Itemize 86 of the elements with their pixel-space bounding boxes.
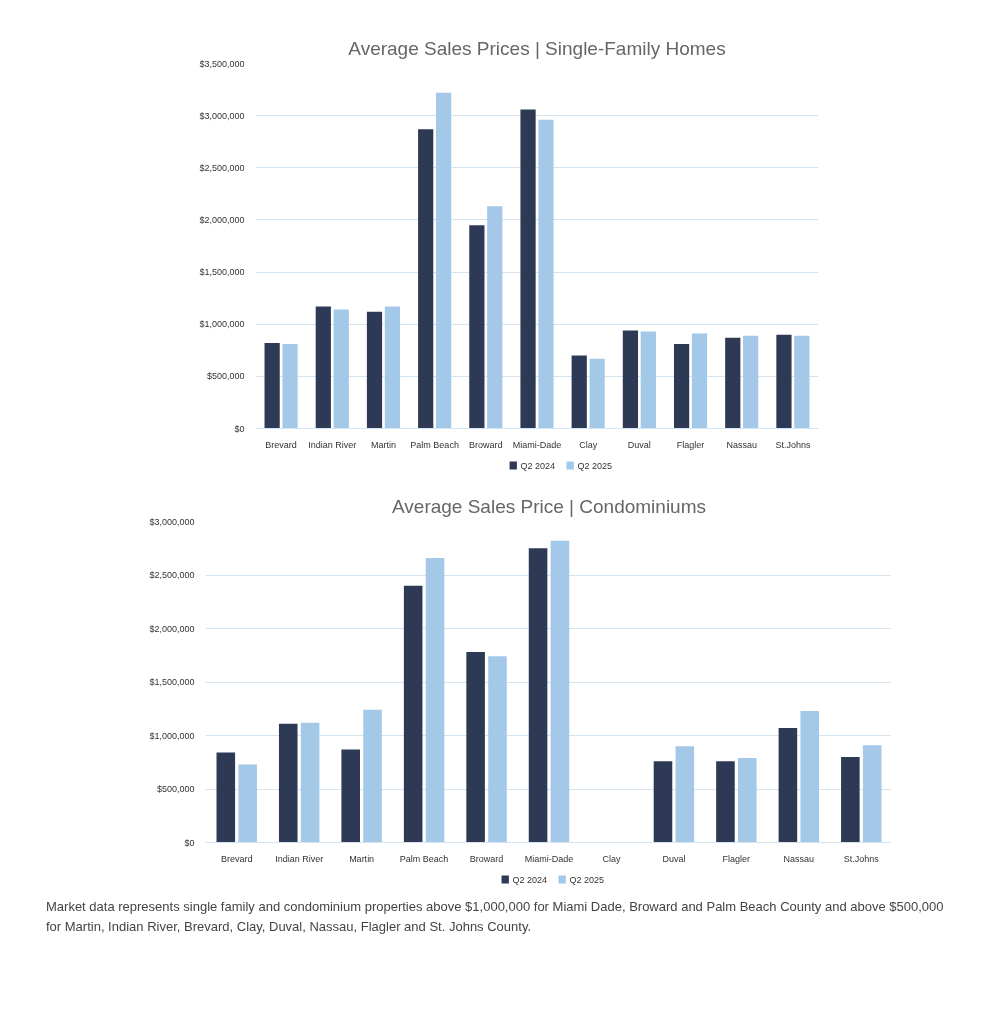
bar <box>571 355 587 429</box>
x-tick-label: Flagler <box>722 853 751 864</box>
x-tick-label: Brevard <box>265 439 297 450</box>
bar <box>716 761 735 843</box>
bar <box>528 548 548 843</box>
bar <box>538 119 554 429</box>
x-tick-label: Duval <box>662 853 686 864</box>
y-tick-label: $3,000,000 <box>199 110 245 121</box>
x-tick-label: Clay <box>602 853 621 864</box>
bar <box>435 92 452 429</box>
x-tick-label: Clay <box>579 439 598 450</box>
bar <box>466 652 485 843</box>
x-tick-label: Brevard <box>220 853 253 864</box>
x-tick-label: Indian River <box>308 439 357 450</box>
bar <box>725 337 741 429</box>
bar <box>425 557 445 843</box>
y-tick-label: $3,500,000 <box>199 58 245 69</box>
x-tick-label: Duval <box>627 439 651 450</box>
bar <box>333 309 349 429</box>
bar <box>738 757 757 843</box>
y-tick-label: $2,500,000 <box>149 570 195 580</box>
y-tick-label: $500,000 <box>206 371 245 382</box>
x-tick-label: St.Johns <box>775 439 811 450</box>
bar <box>622 330 639 429</box>
bar <box>315 306 331 429</box>
y-tick-label: $1,000,000 <box>199 319 245 330</box>
bar <box>794 335 810 429</box>
x-tick-label: Martin <box>349 853 375 864</box>
y-tick-label: $3,000,000 <box>149 516 195 527</box>
bar <box>282 344 298 429</box>
bar <box>469 225 485 429</box>
legend-label: Q2 2025 <box>569 874 605 885</box>
y-tick-label: $2,500,000 <box>199 162 245 173</box>
bar <box>300 722 320 843</box>
bar <box>488 656 507 843</box>
x-tick-label: Palm Beach <box>399 853 449 864</box>
bar <box>862 745 882 843</box>
x-tick-label: Martin <box>370 439 396 450</box>
y-tick-label: $500,000 <box>156 784 195 794</box>
x-tick-label: Broward <box>469 439 503 450</box>
bar <box>366 311 383 429</box>
bar <box>341 749 360 843</box>
bar <box>520 109 536 429</box>
bar <box>776 334 792 429</box>
bar <box>640 331 656 429</box>
legend-label: Q2 2024 <box>520 460 556 471</box>
bar <box>216 752 236 843</box>
y-tick-label: $2,000,000 <box>199 214 245 225</box>
x-tick-label: Miami-Dade <box>524 853 574 864</box>
y-tick-label: $1,500,000 <box>199 267 245 278</box>
x-tick-label: Nassau <box>726 439 757 450</box>
bar <box>841 756 860 843</box>
bar <box>487 206 503 429</box>
bar <box>691 333 708 429</box>
x-tick-label: St.Johns <box>843 853 880 864</box>
bar <box>675 746 695 843</box>
bar <box>673 344 690 429</box>
bar <box>550 540 570 843</box>
text: Market data represents single family and condominium properties above $1,000,000 for Miami Dade, Broward and Palm Beach County and above $500,000 for Martin, Indian River, Brevard, Clay, Duval, Nassau, Flagler and St. Johns County. <box>46 898 945 936</box>
x-tick-label: Miami-Dade <box>512 439 562 450</box>
bar <box>264 342 280 429</box>
y-tick-label: $1,000,000 <box>149 730 195 741</box>
y-tick-label: $1,500,000 <box>149 677 195 687</box>
y-tick-label: $2,000,000 <box>149 623 195 634</box>
x-tick-label: Indian River <box>275 853 324 864</box>
bar <box>363 709 382 843</box>
y-tick-label: $0 <box>184 837 195 848</box>
x-tick-label: Broward <box>469 853 504 864</box>
bar <box>418 129 434 429</box>
x-tick-label: Flagler <box>676 439 705 450</box>
chart-title: Average Sales Price | Condominiums <box>391 495 707 517</box>
chart-title: Average Sales Prices | Single-Family Homes <box>348 37 726 59</box>
bar <box>653 761 673 843</box>
bar <box>800 710 820 843</box>
bar <box>778 728 798 843</box>
x-tick-label: Nassau <box>783 853 815 864</box>
bar <box>384 306 401 429</box>
x-tick-label: Palm Beach <box>410 439 459 450</box>
y-tick-label: $0 <box>234 423 245 434</box>
bar <box>743 335 759 429</box>
bar <box>238 764 257 843</box>
bar <box>589 358 605 429</box>
bar <box>403 585 423 843</box>
bar <box>278 723 298 843</box>
legend-label: Q2 2024 <box>512 874 548 885</box>
legend-label: Q2 2025 <box>577 460 613 471</box>
